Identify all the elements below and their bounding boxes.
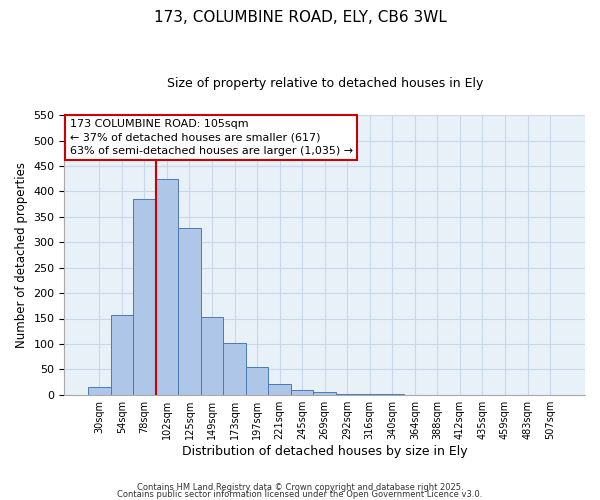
Y-axis label: Number of detached properties: Number of detached properties xyxy=(15,162,28,348)
Bar xyxy=(110,315,133,394)
Bar xyxy=(246,367,268,394)
Bar xyxy=(313,392,336,394)
Bar xyxy=(268,384,291,394)
Text: Contains public sector information licensed under the Open Government Licence v3: Contains public sector information licen… xyxy=(118,490,482,499)
Bar xyxy=(133,199,155,394)
Text: 173, COLUMBINE ROAD, ELY, CB6 3WL: 173, COLUMBINE ROAD, ELY, CB6 3WL xyxy=(154,10,446,25)
Text: Contains HM Land Registry data © Crown copyright and database right 2025.: Contains HM Land Registry data © Crown c… xyxy=(137,484,463,492)
Bar xyxy=(201,317,223,394)
Bar xyxy=(223,343,246,394)
Bar xyxy=(178,228,201,394)
Title: Size of property relative to detached houses in Ely: Size of property relative to detached ho… xyxy=(167,78,483,90)
Bar xyxy=(291,390,313,394)
Text: 173 COLUMBINE ROAD: 105sqm
← 37% of detached houses are smaller (617)
63% of sem: 173 COLUMBINE ROAD: 105sqm ← 37% of deta… xyxy=(70,120,353,156)
X-axis label: Distribution of detached houses by size in Ely: Distribution of detached houses by size … xyxy=(182,444,467,458)
Bar xyxy=(155,179,178,394)
Bar xyxy=(88,387,110,394)
